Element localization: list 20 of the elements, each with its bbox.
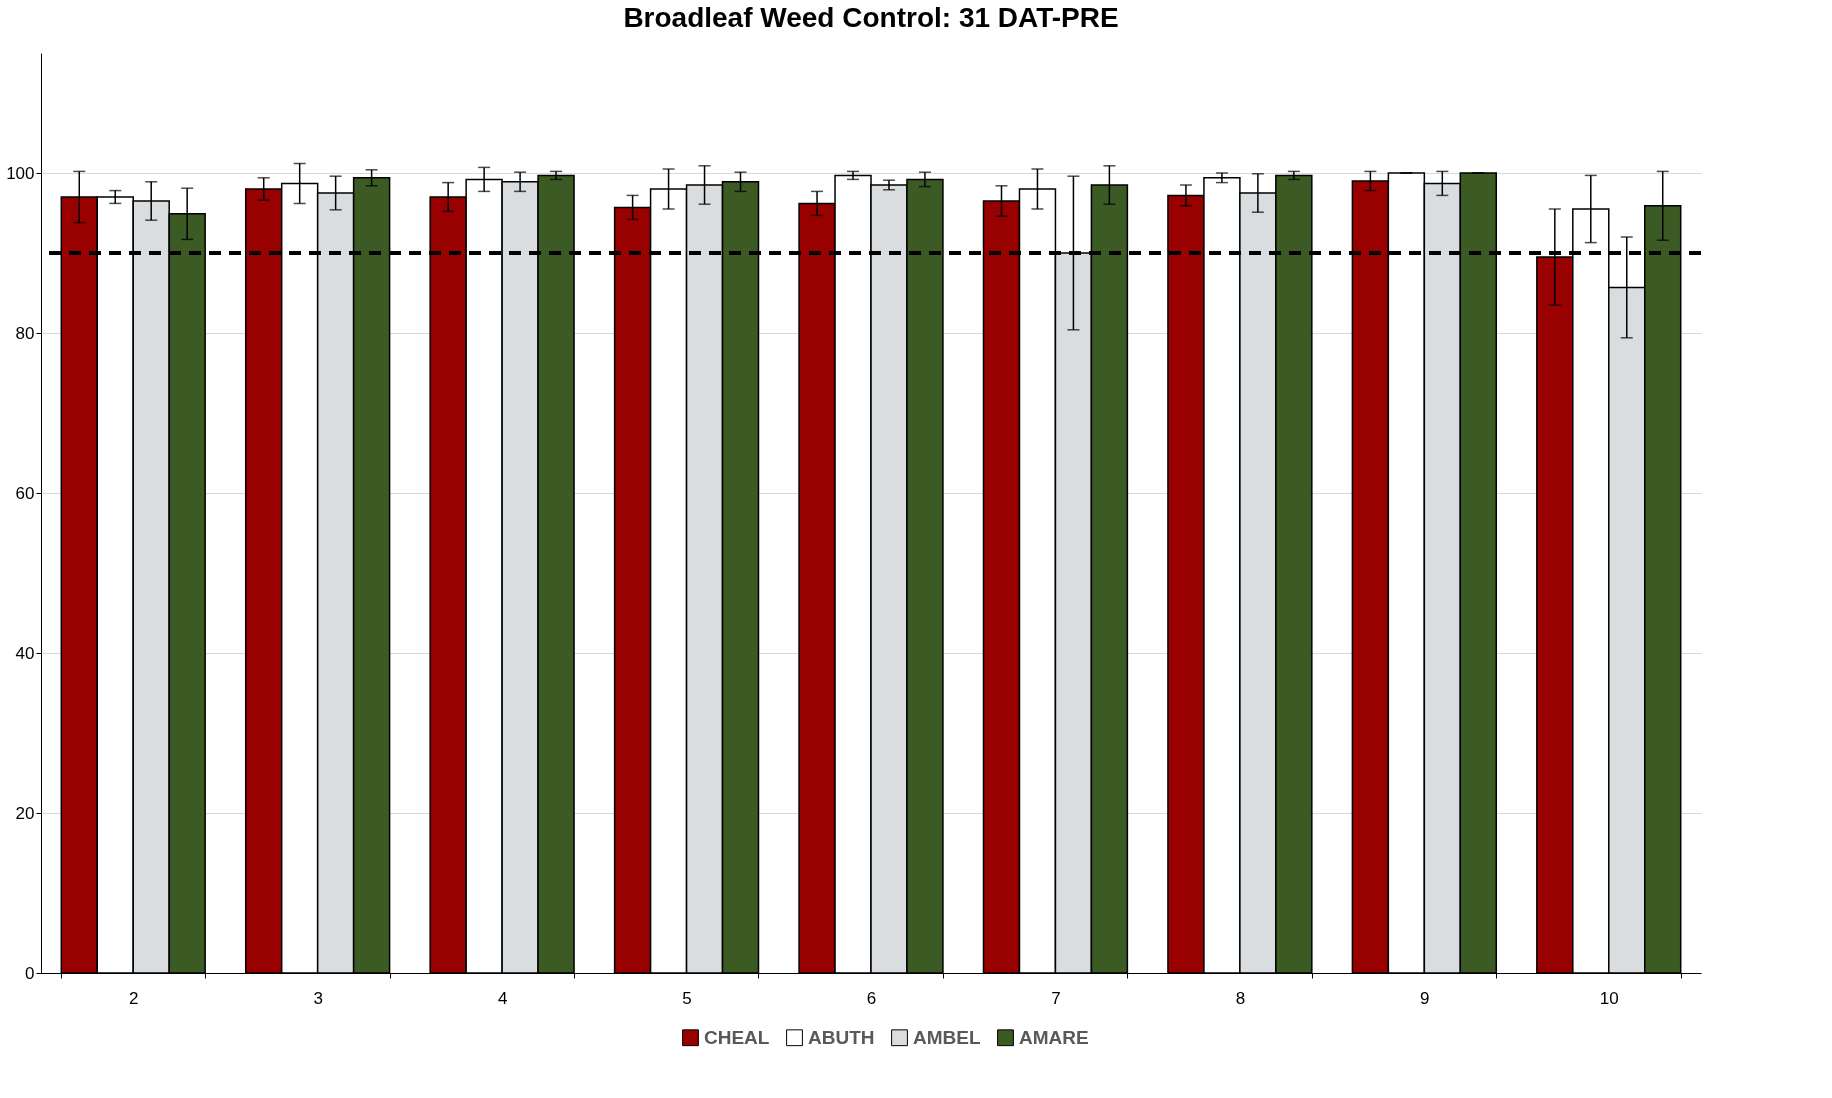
legend-label: AMBEL [913, 1026, 981, 1048]
legend-label: CHEAL [704, 1026, 770, 1048]
y-tick-label: 0 [25, 963, 35, 983]
y-tick-label: 80 [15, 323, 35, 343]
x-tick-label: 4 [497, 988, 508, 1008]
y-tick-label: 60 [15, 483, 35, 503]
x-tick-label: 10 [1599, 988, 1619, 1008]
x-tick-label: 2 [128, 988, 139, 1008]
legend-label: AMARE [1019, 1026, 1089, 1048]
chart-title: Broadleaf Weed Control: 31 DAT-PRE [623, 2, 1119, 33]
y-tick-label: 40 [15, 643, 35, 663]
x-tick-label: 8 [1235, 988, 1246, 1008]
x-tick-label: 3 [313, 988, 323, 1008]
x-tick-label: 9 [1420, 988, 1430, 1008]
y-tick-label: 20 [15, 803, 35, 823]
x-tick-label: 6 [866, 988, 877, 1008]
x-tick-label: 7 [1051, 988, 1061, 1008]
y-tick-label: 100 [6, 163, 35, 183]
legend-label: ABUTH [808, 1026, 875, 1048]
x-tick-label: 5 [682, 988, 692, 1008]
